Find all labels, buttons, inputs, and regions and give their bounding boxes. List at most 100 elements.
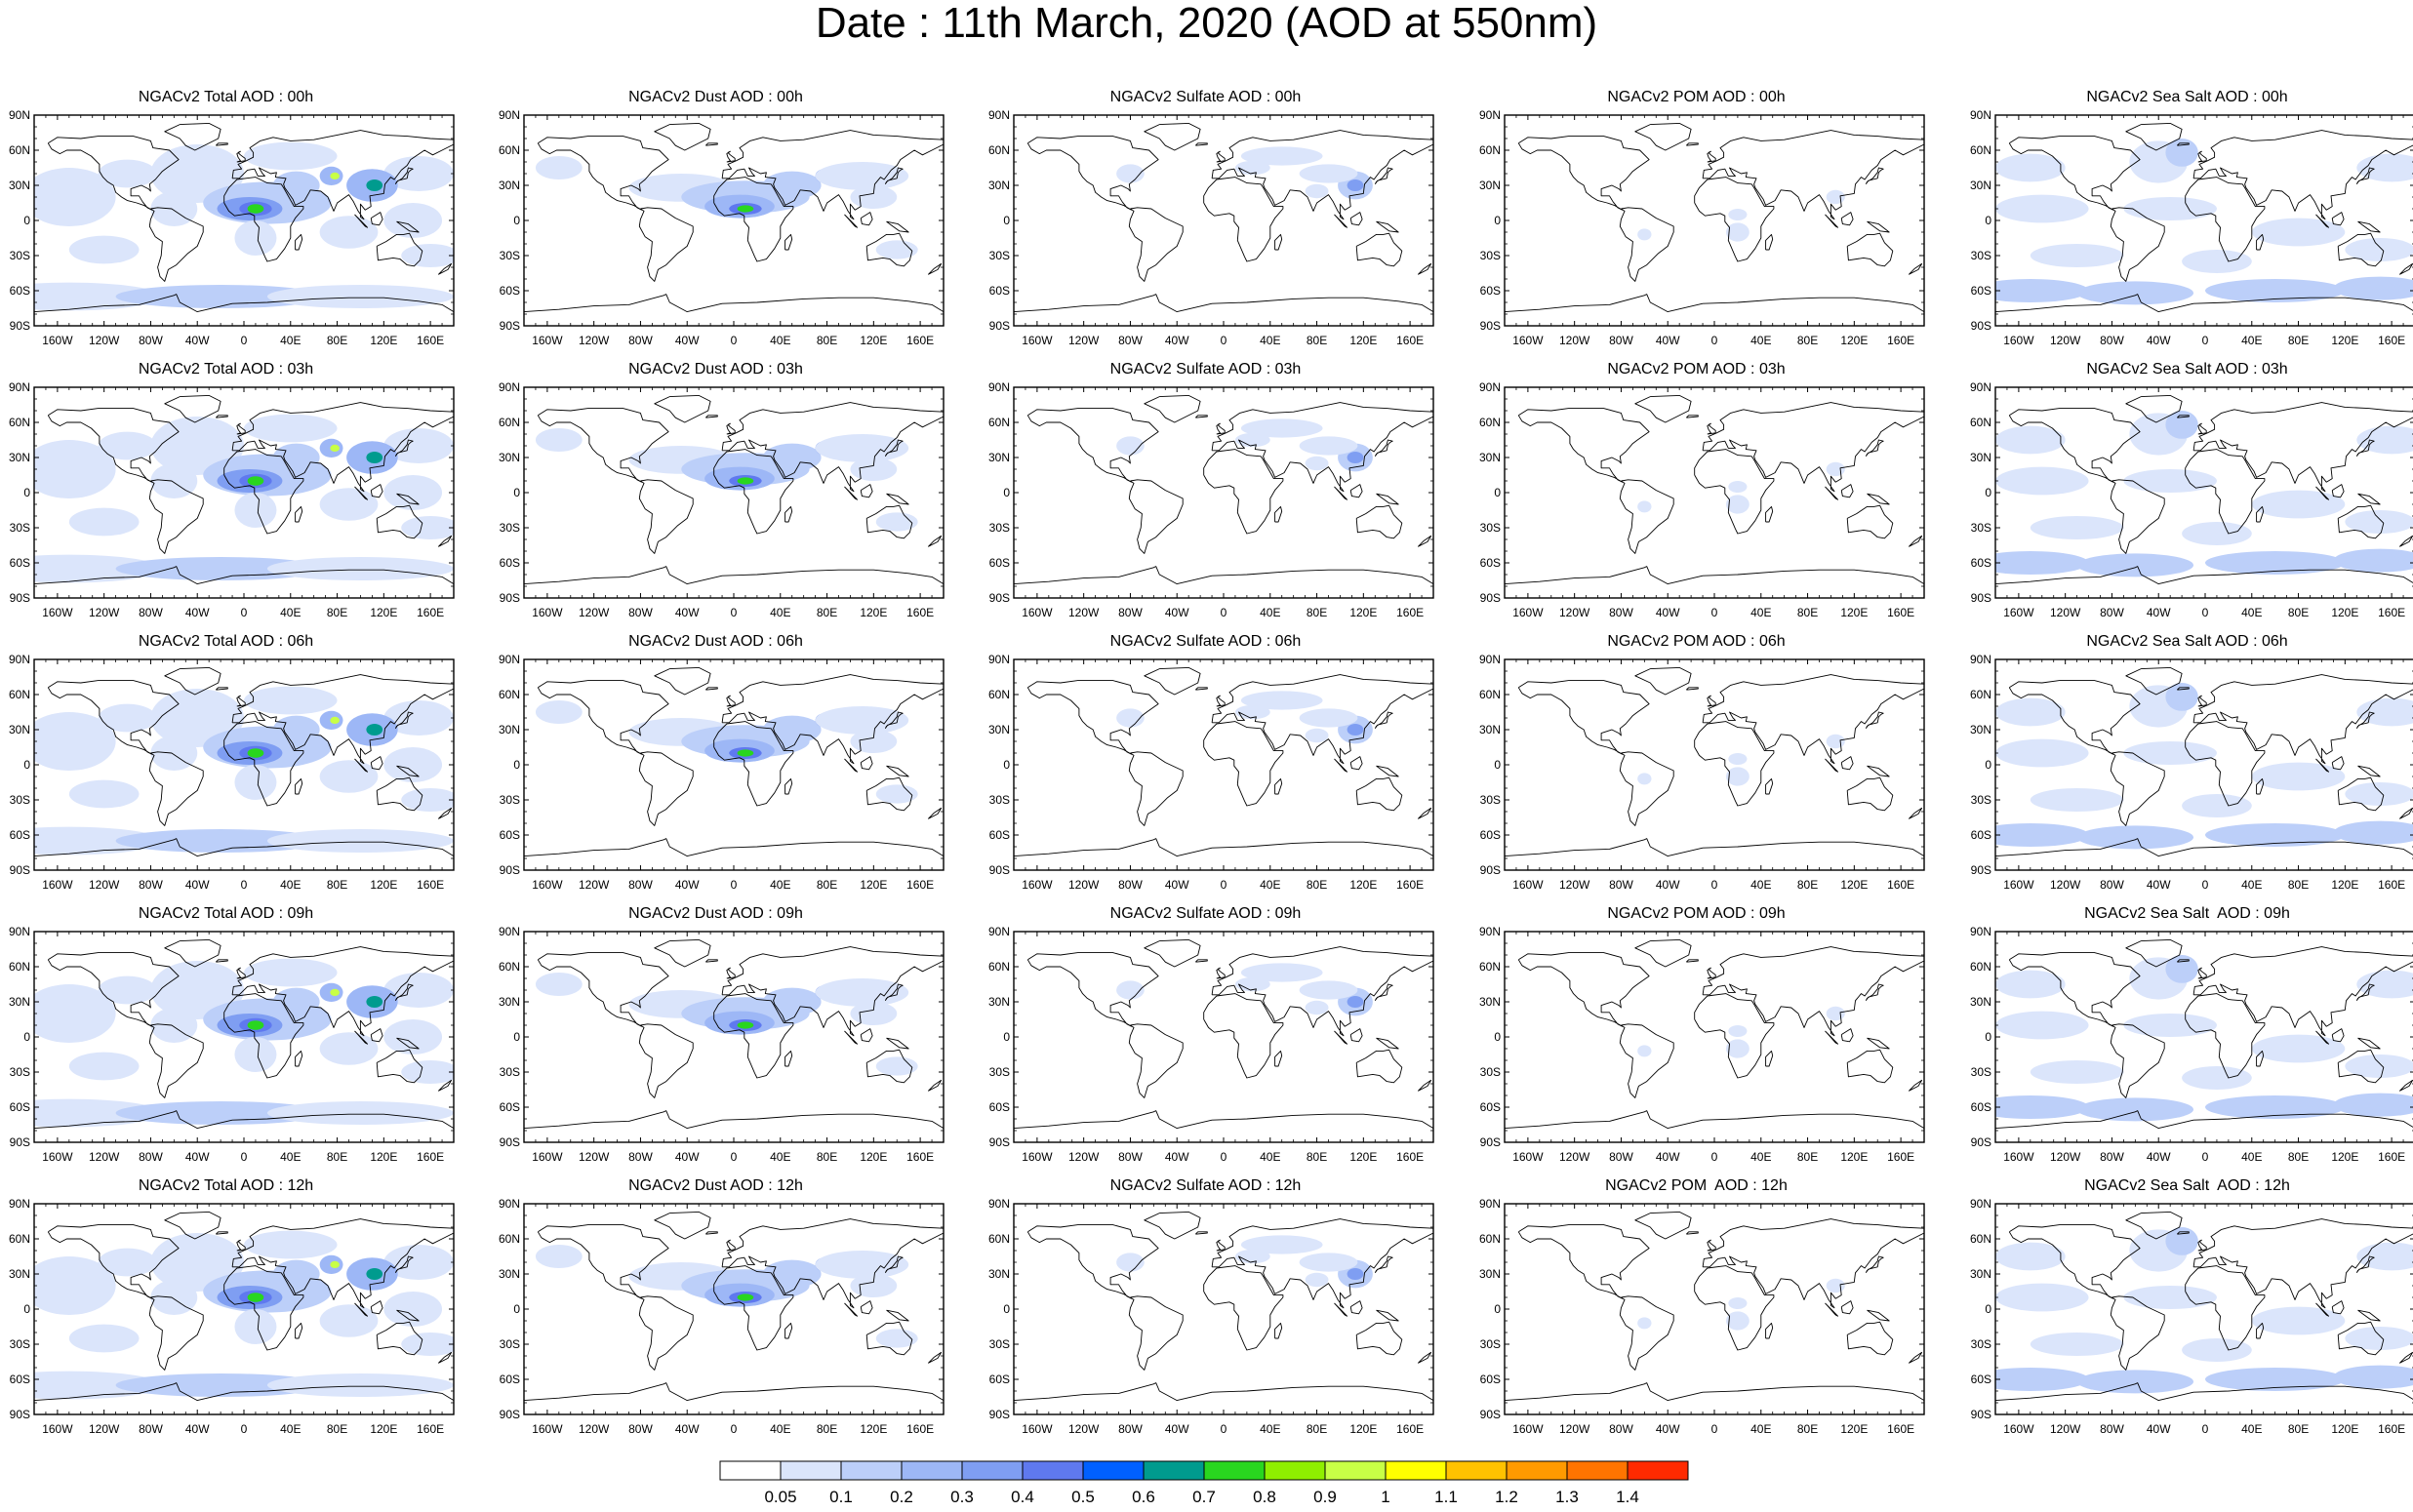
coastline bbox=[1707, 150, 1716, 163]
lon-label: 40E bbox=[770, 1150, 790, 1164]
lon-label: 80E bbox=[2288, 334, 2309, 347]
coastline bbox=[295, 505, 303, 523]
coastline bbox=[1707, 967, 1716, 979]
lon-label: 0 bbox=[1711, 606, 1718, 619]
coastline bbox=[886, 493, 909, 505]
coastline bbox=[844, 758, 859, 773]
lon-label: 40W bbox=[675, 1422, 700, 1436]
lat-label: 60S bbox=[1971, 1100, 1991, 1114]
coastline bbox=[370, 1300, 383, 1315]
lon-label: 160W bbox=[42, 606, 73, 619]
map-panel-dust-4: NGACv2 Dust AOD : 12h 90N 60N 30N 0 30S 60S 90S… bbox=[490, 1177, 945, 1449]
coastline bbox=[1846, 1049, 1894, 1084]
lat-label: 0 bbox=[1985, 758, 1991, 772]
lon-label: 120E bbox=[1840, 1150, 1868, 1164]
coastline bbox=[370, 212, 383, 226]
lat-label: 0 bbox=[1985, 1302, 1991, 1316]
coastline bbox=[1867, 493, 1890, 505]
aod-patch bbox=[2182, 522, 2252, 545]
lat-label: 60N bbox=[988, 1232, 1010, 1246]
lon-label: 0 bbox=[1221, 878, 1227, 892]
map-panel-dust-2: NGACv2 Dust AOD : 06h 90N 60N 30N 0 30S 60S 90S… bbox=[490, 633, 945, 904]
coastline bbox=[231, 402, 454, 493]
coastline bbox=[354, 758, 369, 773]
lon-label: 80W bbox=[628, 1422, 653, 1436]
lat-label: 90S bbox=[989, 1408, 1010, 1421]
coastline bbox=[1376, 1037, 1399, 1050]
lat-label: 30N bbox=[9, 995, 30, 1009]
coastline bbox=[1014, 294, 1433, 313]
map-panel-pom-2: NGACv2 POM AOD : 06h 90N 60N 30N 0 30S 60S 90S 1… bbox=[1470, 633, 1925, 904]
aod-patch bbox=[1637, 1045, 1652, 1057]
lon-label: 40E bbox=[1750, 878, 1771, 892]
aod-patch bbox=[2251, 490, 2346, 519]
lon-label: 160W bbox=[1022, 1422, 1053, 1436]
lon-label: 160E bbox=[417, 334, 444, 347]
aod-patch bbox=[1234, 976, 1270, 992]
coastline bbox=[2337, 1049, 2385, 1084]
coastline bbox=[1995, 1110, 2413, 1130]
aod-patch bbox=[319, 216, 379, 249]
coastline bbox=[394, 1255, 414, 1274]
lon-label: 160W bbox=[42, 1150, 73, 1164]
lat-label: 30N bbox=[499, 995, 520, 1009]
colorbar-label: 0.9 bbox=[1313, 1488, 1337, 1506]
coastline bbox=[47, 952, 180, 1027]
map-frame bbox=[523, 114, 945, 327]
lat-label: 0 bbox=[23, 758, 30, 772]
lat-label: 30S bbox=[1971, 521, 1991, 535]
coastline bbox=[844, 1030, 859, 1045]
lon-label: 40E bbox=[1260, 606, 1280, 619]
coastline bbox=[215, 959, 228, 963]
aod-field bbox=[1637, 1006, 1845, 1058]
aod-patch bbox=[234, 220, 277, 256]
coastline bbox=[1505, 838, 1924, 857]
lat-label: 90S bbox=[989, 1135, 1010, 1149]
coastline bbox=[1707, 422, 1716, 435]
coastline bbox=[1014, 1110, 1433, 1130]
coastline bbox=[1619, 1295, 1674, 1371]
world-map: 90N 60N 30N 0 30S 60S 90S 160W 120W 80W 40W 0 40E 80E… bbox=[499, 1197, 945, 1436]
coastline bbox=[1840, 212, 1854, 226]
coastline bbox=[928, 262, 943, 275]
map-panel-total-2: NGACv2 Total AOD : 06h 90N 60N 30N 0 30S 60S 90… bbox=[0, 633, 455, 904]
aod-field bbox=[1637, 734, 1845, 786]
colorbar-label: 0.3 bbox=[950, 1488, 974, 1506]
coastline bbox=[1694, 993, 1775, 1079]
lon-label: 0 bbox=[731, 334, 738, 347]
coastline bbox=[654, 938, 711, 968]
aod-patch bbox=[2165, 139, 2198, 167]
coastline bbox=[713, 1265, 794, 1351]
coastline bbox=[2256, 1050, 2265, 1067]
aod-patch bbox=[266, 285, 454, 308]
coastline bbox=[1634, 666, 1692, 696]
lon-label: 160W bbox=[1512, 334, 1544, 347]
lon-label: 160W bbox=[2003, 878, 2034, 892]
aod-field bbox=[535, 428, 918, 532]
panel-title: NGACv2 Sea Salt AOD : 12h bbox=[2084, 1177, 2290, 1194]
lat-label: 60S bbox=[1480, 284, 1501, 298]
panel-title: NGACv2 POM AOD : 06h bbox=[1607, 633, 1786, 650]
lon-label: 40W bbox=[185, 1422, 210, 1436]
aod-patch bbox=[2165, 683, 2198, 711]
coastline bbox=[1216, 695, 1226, 707]
coastline bbox=[1355, 1049, 1403, 1084]
lat-label: 60N bbox=[9, 960, 30, 974]
lon-label: 40E bbox=[2241, 878, 2262, 892]
map-panel-total-1: NGACv2 Total AOD : 03h 90N 60N 30N 0 30S 60S 90… bbox=[0, 361, 455, 632]
aod-patch bbox=[98, 431, 157, 460]
lon-label: 160W bbox=[42, 1422, 73, 1436]
lat-label: 30S bbox=[1971, 249, 1991, 262]
coastline bbox=[1825, 1302, 1839, 1317]
coastline bbox=[2110, 207, 2165, 282]
lon-label: 80E bbox=[327, 878, 347, 892]
lat-label: 90S bbox=[989, 591, 1010, 605]
aod-field bbox=[34, 686, 454, 855]
lon-label: 40E bbox=[1260, 1422, 1280, 1436]
lon-label: 40W bbox=[1165, 1150, 1189, 1164]
aod-patch bbox=[1995, 279, 2089, 302]
coastline bbox=[1694, 177, 1775, 262]
coastline bbox=[713, 449, 794, 535]
coastline bbox=[537, 1224, 669, 1299]
aod-patch bbox=[815, 1251, 909, 1279]
